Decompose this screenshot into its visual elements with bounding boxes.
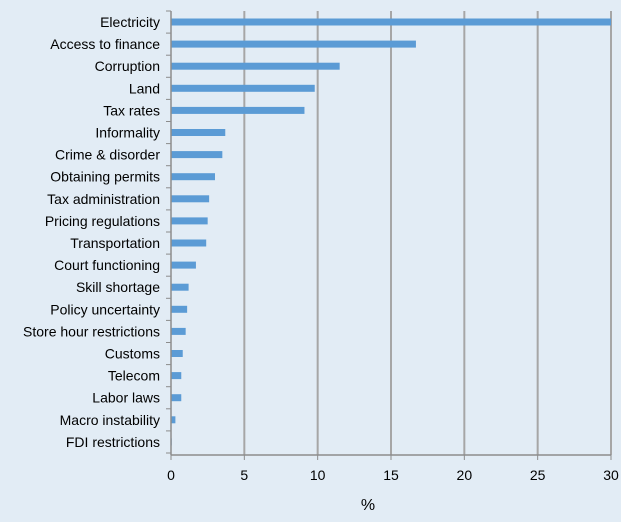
x-tick-label: 25: [530, 467, 546, 483]
bar: [171, 18, 611, 26]
x-tick-label: 5: [240, 467, 248, 483]
category-label: Crime & disorder: [55, 147, 160, 163]
category-label: Obtaining permits: [50, 169, 160, 185]
category-label: FDI restrictions: [66, 434, 160, 450]
bar: [171, 106, 305, 114]
x-tick-label: 15: [383, 467, 399, 483]
bar: [171, 350, 183, 357]
bar: [171, 261, 196, 269]
category-label: Labor laws: [92, 390, 160, 406]
bar: [171, 195, 210, 203]
bar: [171, 283, 189, 291]
bar: [171, 372, 182, 380]
category-label: Informality: [95, 125, 160, 141]
axes: [166, 10, 612, 460]
category-label: Skill shortage: [76, 279, 160, 295]
category-label: Pricing regulations: [45, 213, 160, 229]
gridlines: [243, 11, 612, 455]
category-label: Tax rates: [103, 102, 160, 118]
bar: [171, 217, 208, 225]
bar: [171, 394, 182, 402]
category-label: Transportation: [70, 235, 160, 251]
category-label: Corruption: [95, 58, 160, 74]
x-tick-label: 10: [310, 467, 326, 483]
bar: [171, 173, 215, 181]
bar: [171, 151, 223, 159]
x-tick-label: 0: [167, 467, 175, 483]
category-label: Tax administration: [47, 191, 160, 207]
category-label: Telecom: [108, 368, 160, 384]
category-label: Electricity: [100, 14, 160, 30]
category-label: Access to finance: [50, 36, 160, 52]
bar: [171, 84, 315, 92]
bar: [171, 239, 207, 247]
category-label: Court functioning: [54, 257, 160, 273]
category-label: Macro instability: [60, 412, 160, 428]
bar: [171, 416, 176, 424]
bar: [171, 305, 188, 313]
bar: [171, 40, 416, 48]
category-label: Customs: [105, 346, 160, 362]
x-tick-label: 30: [603, 467, 619, 483]
category-label: Store hour restrictions: [23, 323, 160, 339]
category-label: Land: [129, 80, 160, 96]
bar: [171, 129, 226, 136]
x-tick-label: 20: [457, 467, 473, 483]
x-tick-labels: 0 5 10 15 20 25 30: [167, 467, 619, 483]
bar: [171, 327, 186, 335]
x-axis-title: %: [361, 497, 375, 514]
category-labels: Electricity Access to finance Corruption La…: [23, 14, 160, 450]
category-label: Policy uncertainty: [50, 301, 160, 317]
bar: [171, 62, 340, 70]
